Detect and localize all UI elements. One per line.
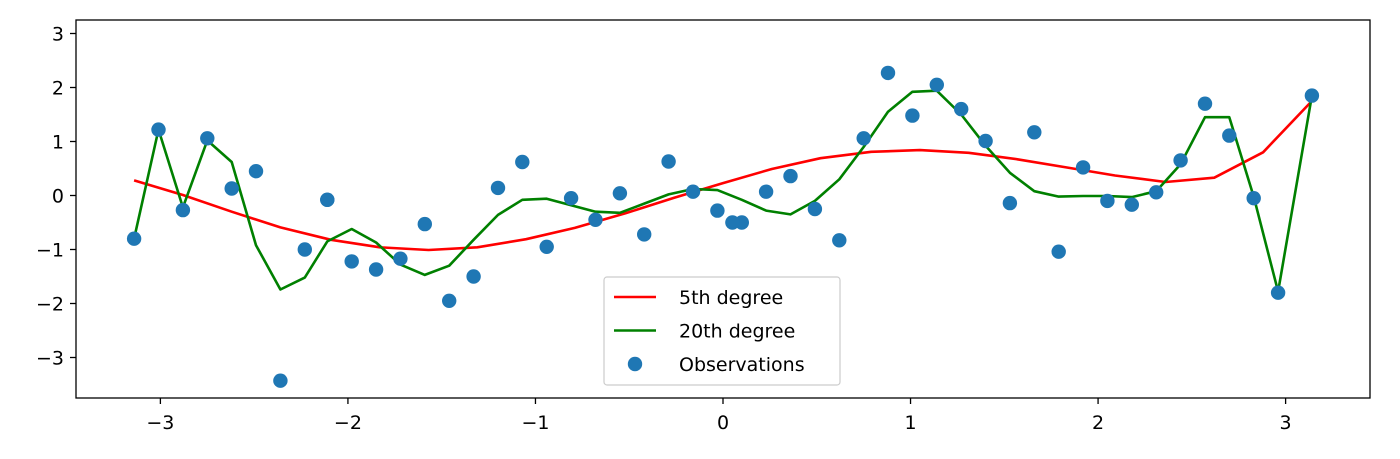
legend-label-1: 20th degree [679, 321, 795, 343]
observation-point [905, 108, 920, 123]
legend: 5th degree 20th degree Observations [603, 276, 841, 386]
y-axis-ticks: −3 −2 −1 0 1 2 3 [36, 24, 76, 370]
observation-point [612, 186, 628, 201]
observation-point [320, 192, 335, 207]
y-tick-label: −1 [36, 240, 64, 262]
observation-point [1051, 244, 1066, 259]
observation-point [368, 262, 384, 277]
observation-point [1246, 191, 1261, 206]
observation-point [929, 77, 944, 93]
y-tick-label: −2 [36, 294, 64, 316]
observation-point [954, 101, 969, 117]
x-tick-label: 2 [1092, 412, 1104, 434]
observation-point [783, 168, 798, 184]
x-tick-label: 0 [717, 412, 729, 434]
observation-point [466, 269, 481, 284]
legend-box [603, 276, 841, 386]
y-tick-label: 2 [52, 78, 64, 100]
observation-point [588, 212, 603, 227]
observation-point [1222, 128, 1237, 143]
observation-point [1124, 197, 1140, 212]
observation-point [1149, 185, 1164, 200]
observation-point [490, 180, 506, 196]
observation-point [856, 131, 871, 146]
x-axis-ticks: −3 −2 −1 0 1 2 3 [146, 398, 1292, 434]
observation-point [832, 233, 847, 248]
observation-point [273, 373, 288, 388]
observation-point [563, 191, 579, 206]
observation-point [224, 181, 239, 196]
observation-point [442, 293, 457, 308]
observation-point [1304, 88, 1320, 103]
observation-point [710, 203, 725, 218]
legend-label-2: Observations [679, 354, 805, 376]
legend-swatch-2 [627, 356, 643, 372]
observation-point [758, 184, 774, 199]
observation-point [515, 154, 530, 170]
x-tick-label: 3 [1280, 412, 1292, 434]
observation-point [685, 184, 701, 199]
x-tick-label: 1 [904, 412, 916, 434]
observation-point [539, 239, 554, 254]
observation-point [151, 122, 166, 137]
observation-point [1270, 285, 1286, 300]
observation-point [1002, 195, 1018, 211]
y-tick-label: 3 [52, 24, 64, 46]
x-tick-label: −1 [521, 412, 549, 434]
observation-point [175, 202, 191, 218]
observation-point [1075, 160, 1091, 175]
observation-point [248, 164, 264, 179]
observation-point [1197, 96, 1213, 111]
y-tick-label: −3 [36, 348, 64, 370]
plot-area [126, 65, 1320, 388]
observation-point [297, 242, 312, 257]
y-tick-label: 0 [52, 186, 64, 208]
observation-point [417, 216, 432, 232]
x-tick-label: −3 [146, 412, 174, 434]
x-tick-label: −2 [334, 412, 362, 434]
plot-series [126, 65, 1320, 388]
observation-point [393, 251, 408, 266]
observation-point [661, 154, 676, 169]
observation-point [200, 131, 215, 146]
legend-label-0: 5th degree [679, 287, 783, 309]
observation-point [126, 231, 142, 246]
observation-point [880, 65, 896, 81]
observation-point [1100, 193, 1115, 209]
observation-point [1173, 153, 1188, 168]
observation-point [978, 133, 993, 149]
observation-point [725, 215, 740, 230]
y-tick-label: 1 [52, 132, 64, 154]
observation-point [1027, 125, 1042, 140]
observation-point [807, 201, 823, 217]
observation-point [344, 254, 359, 269]
observation-point [637, 227, 652, 242]
